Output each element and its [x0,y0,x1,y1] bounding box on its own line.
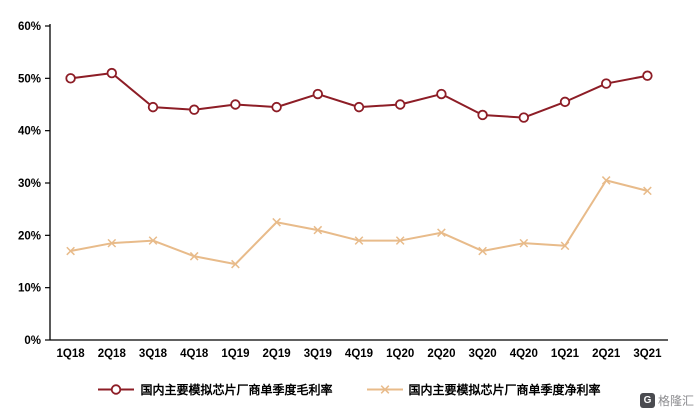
x-tick-label: 3Q21 [633,348,662,360]
circle-marker [230,99,241,110]
circle-marker [312,88,324,100]
x-tick-label: 2Q21 [592,348,621,360]
legend-line-sample-gross [98,384,135,395]
x-marker [231,259,240,269]
circle-marker [559,96,571,108]
watermark: G 格隆汇 [639,392,694,409]
x-tick-label: 3Q18 [139,348,168,360]
x-marker [354,236,364,245]
x-tick-label: 1Q19 [221,348,249,360]
x-tick-label: 1Q20 [386,348,414,360]
circle-marker [601,78,612,89]
watermark-text: 格隆汇 [657,394,694,408]
circle-marker [642,70,653,81]
circle-marker [395,99,406,110]
y-tick-label: 40% [18,126,41,138]
x-tick-label: 4Q18 [180,348,209,360]
circle-marker [477,109,488,121]
circle-marker [188,104,200,115]
x-marker [313,225,323,235]
circle-marker [518,112,530,123]
x-marker [272,217,281,227]
circle-marker [436,88,447,100]
y-tick-label: 10% [18,283,41,295]
x-tick-label: 2Q19 [263,348,291,360]
x-tick-label: 3Q20 [469,348,497,360]
x-tick-label: 2Q20 [427,348,455,360]
x-marker [601,176,611,185]
circle-marker [65,73,76,84]
circle-marker [271,101,282,113]
y-tick-label: 0% [24,335,41,347]
legend-label-net-margin: 国内主要模拟芯片厂商单季度净利率 [408,383,601,397]
series-line-1 [70,179,648,266]
series-1 [66,176,652,269]
x-marker [189,251,199,261]
x-marker [437,228,446,238]
y-axis: 0% 10% 20% 30% 40% 50% 60% [18,21,50,347]
chart-legend: 国内主要模拟芯片厂商单季度毛利率 国内主要模拟芯片厂商单季度净利率 [0,381,699,398]
x-tick-label: 1Q21 [551,348,580,360]
x-marker [519,238,529,248]
x-marker [107,238,117,248]
y-tick-label: 30% [18,178,41,190]
x-tick-label: 2Q18 [98,348,127,360]
legend-item-net-margin: 国内主要模拟芯片厂商单季度净利率 [366,381,601,398]
line-chart: 0% 10% 20% 30% 40% 50% 60% 1Q18 2Q18 3Q18 4Q18 1Q19… [18,21,668,360]
x-axis: 1Q18 2Q18 3Q18 4Q18 1Q19 2Q19 3Q19 4Q19 1Q20 2Q20… [57,348,663,360]
x-marker [148,236,158,245]
legend-item-gross-margin: 国内主要模拟芯片厂商单季度毛利率 [98,381,333,398]
x-tick-label: 4Q19 [345,348,373,360]
y-tick-label: 60% [18,21,41,33]
legend-label-gross-margin: 国内主要模拟芯片厂商单季度毛利率 [140,383,333,397]
x-marker [478,246,487,256]
circle-marker [147,101,159,113]
x-marker [66,246,75,256]
gelonghui-logo-icon: G [639,393,655,408]
legend-line-sample-net [366,385,403,394]
circle-marker [353,101,365,113]
x-marker [643,186,652,196]
circle-marker [106,67,118,79]
y-tick-label: 20% [18,230,41,242]
y-tick-label: 50% [18,73,41,85]
x-tick-label: 4Q20 [510,348,538,360]
series-0 [65,67,653,123]
x-tick-label: 1Q18 [57,348,86,360]
x-marker [560,241,570,251]
x-marker [395,236,405,245]
x-tick-label: 3Q19 [304,348,332,360]
